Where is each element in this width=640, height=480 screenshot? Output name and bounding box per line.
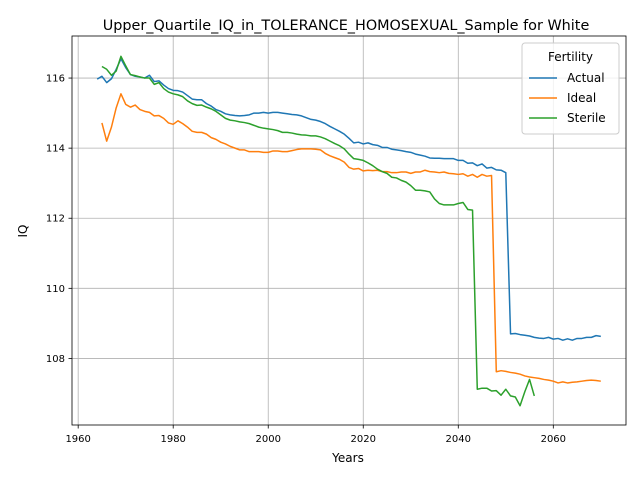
legend-box — [521, 42, 620, 135]
legend-label-ideal: Ideal — [567, 91, 596, 105]
x-tick-label: 2020 — [351, 434, 376, 445]
axis-ticks: 1960 1980 2000 2020 2040 2060 108 110 112 114 116 — [46, 74, 566, 445]
series-line-sterile — [101, 55, 536, 407]
y-tick-label: 112 — [46, 214, 65, 225]
y-tick-label: 110 — [46, 284, 65, 295]
x-tick-label: 1980 — [160, 434, 185, 445]
chart-title: Upper_Quartile_IQ_in_TOLERANCE_HOMOSEXUA… — [103, 18, 590, 34]
y-tick-label: 114 — [46, 144, 65, 155]
legend-label-actual: Actual — [567, 71, 605, 85]
x-tick-label: 1960 — [65, 434, 90, 445]
y-tick-label: 108 — [46, 354, 65, 365]
x-tick-label: 2040 — [446, 434, 471, 445]
y-axis-label: IQ — [16, 225, 30, 238]
y-tick-label: 116 — [46, 74, 65, 85]
series-line-actual — [96, 58, 601, 341]
legend: Fertility Actual Ideal Sterile — [521, 42, 620, 135]
x-axis-label: Years — [331, 451, 364, 465]
legend-label-sterile: Sterile — [567, 111, 606, 125]
series-line-ideal — [101, 93, 601, 384]
legend-title: Fertility — [548, 50, 593, 64]
x-tick-label: 2060 — [541, 434, 566, 445]
x-tick-label: 2000 — [256, 434, 281, 445]
series-layer — [96, 55, 601, 407]
plot-frame — [71, 35, 627, 426]
